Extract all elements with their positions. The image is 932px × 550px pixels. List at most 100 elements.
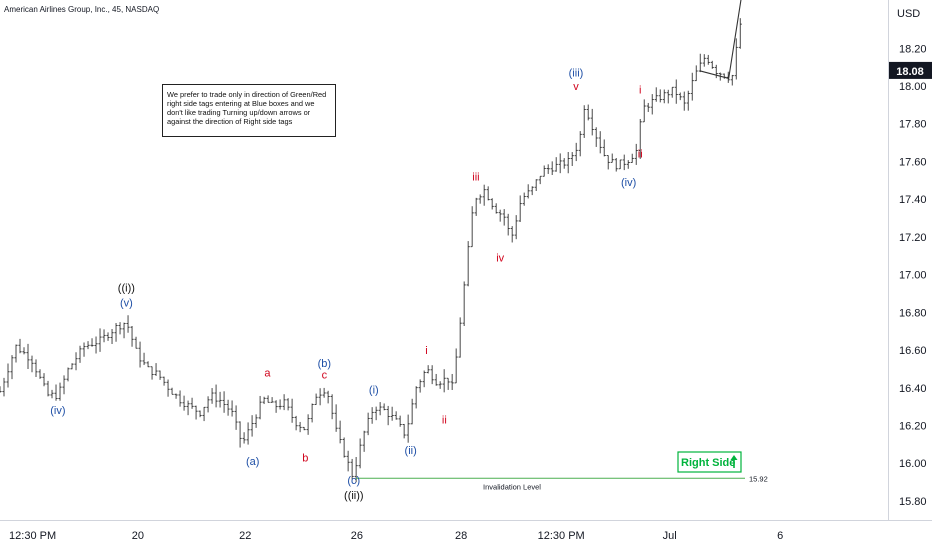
- price-bar: [678, 92, 682, 101]
- price-bar: [22, 347, 26, 355]
- price-bar: [346, 450, 350, 472]
- price-bar: [738, 18, 742, 49]
- price-bar: [426, 365, 430, 374]
- wave-label: i: [425, 345, 427, 357]
- time-axis[interactable]: 12:30 PM 20 22 26 28 12:30 PM Jul 6: [9, 530, 783, 542]
- price-bar: [422, 370, 426, 388]
- price-bar: [130, 326, 134, 347]
- arrow-up-icon: [730, 455, 738, 468]
- price-bar: [250, 415, 254, 437]
- price-bar: [162, 376, 166, 386]
- price-bar: [330, 394, 334, 420]
- price-bar: [218, 391, 222, 408]
- price-bar: [586, 104, 590, 121]
- price-bar: [202, 406, 206, 422]
- price-bar: [686, 90, 690, 111]
- price-bar: [370, 407, 374, 424]
- y-tick-label: 16.40: [899, 383, 927, 395]
- price-bar: [530, 186, 534, 196]
- right-side-tag: Right Side: [677, 451, 742, 473]
- price-bar: [666, 89, 670, 104]
- price-bar: [734, 38, 738, 80]
- wave-label: i: [639, 85, 641, 97]
- x-tick-label: Jul: [663, 530, 677, 542]
- price-bar: [574, 142, 578, 162]
- chart-title: American Airlines Group, Inc., 45, NASDA…: [4, 5, 159, 14]
- price-bar: [270, 397, 274, 403]
- price-bar: [298, 421, 302, 433]
- price-bar: [482, 184, 486, 206]
- price-bar: [610, 153, 614, 163]
- price-bar: [294, 415, 298, 431]
- price-bar: [510, 226, 514, 243]
- price-bar: [206, 396, 210, 413]
- price-bar: [490, 198, 494, 210]
- price-bar: [362, 430, 366, 452]
- price-bar: [642, 99, 646, 123]
- right-side-label: Right Side: [681, 457, 735, 469]
- price-bar: [478, 194, 482, 204]
- price-bar: [450, 373, 454, 390]
- wave-label: (ii): [405, 445, 417, 457]
- price-bars: [0, 18, 742, 483]
- price-bar: [674, 79, 678, 104]
- price-bar: [638, 118, 642, 159]
- price-bar: [174, 393, 178, 399]
- price-bar: [630, 153, 634, 163]
- price-bar: [658, 89, 662, 103]
- price-bar: [554, 157, 558, 172]
- price-bar: [558, 153, 562, 174]
- price-bar: [314, 393, 318, 405]
- price-bar: [594, 127, 598, 147]
- price-bar: [434, 373, 438, 386]
- price-bar: [262, 396, 266, 405]
- price-bar: [318, 388, 322, 406]
- price-axis[interactable]: 18.20 18.00 17.80 17.60 17.40 17.20 17.00 16.80…: [899, 43, 927, 508]
- price-bar: [146, 361, 150, 368]
- price-bar: [34, 359, 38, 378]
- price-bar: [618, 159, 622, 170]
- wave-label: (iv): [50, 405, 65, 417]
- price-bar: [726, 71, 730, 83]
- price-bar: [714, 64, 718, 79]
- price-bar: [10, 355, 14, 380]
- price-bar: [186, 400, 190, 416]
- price-bar: [258, 395, 262, 420]
- invalidation-level: Invalidation Level 15.92: [355, 474, 768, 491]
- price-bar: [46, 380, 50, 397]
- price-bar: [254, 414, 258, 428]
- price-bar: [170, 387, 174, 395]
- price-bar: [394, 411, 398, 420]
- price-bar: [466, 241, 470, 287]
- price-bar: [534, 179, 538, 192]
- y-tick-label: 18.00: [899, 81, 927, 93]
- wave-label: (c): [347, 475, 360, 487]
- price-bar: [546, 164, 550, 174]
- price-bar: [158, 370, 162, 380]
- price-bar: [406, 414, 410, 443]
- price-bar: [98, 328, 102, 352]
- price-bar: [378, 402, 382, 416]
- y-tick-label: 17.40: [899, 194, 927, 206]
- price-bar: [42, 373, 46, 387]
- price-bar: [334, 404, 338, 432]
- price-bar: [86, 341, 90, 350]
- price-bar: [626, 160, 630, 169]
- y-tick-label: 15.80: [899, 496, 927, 508]
- price-bar: [290, 398, 294, 423]
- price-bar: [62, 375, 66, 395]
- wave-label: ii: [638, 149, 643, 161]
- price-bar: [730, 74, 734, 86]
- projection-line: [700, 0, 742, 80]
- price-bar: [694, 65, 698, 82]
- price-bar: [234, 405, 238, 430]
- price-bar: [70, 363, 74, 370]
- price-bar: [470, 206, 474, 248]
- last-price-label: 18.08: [896, 66, 924, 78]
- price-bar: [562, 158, 566, 169]
- price-bar: [278, 399, 282, 410]
- currency-label[interactable]: USD: [897, 8, 920, 20]
- price-bar: [614, 157, 618, 172]
- price-bar: [522, 192, 526, 206]
